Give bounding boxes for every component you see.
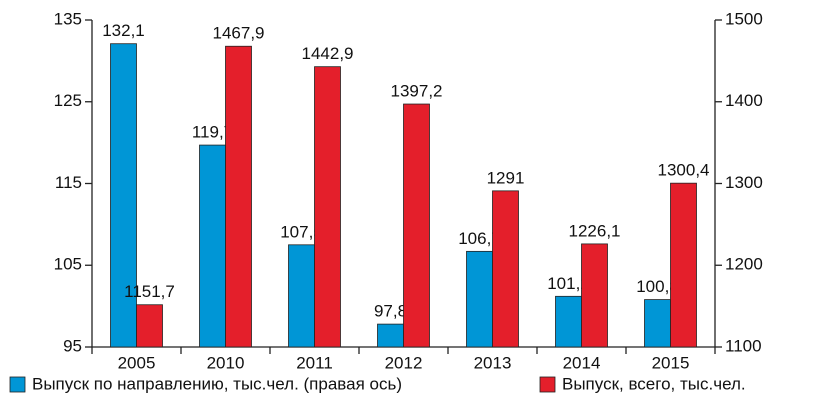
value-label: 97,8 — [374, 302, 407, 321]
value-label: 107,5 — [280, 222, 323, 241]
y2-tick-label: 1200 — [725, 255, 763, 274]
value-label: 1397,2 — [391, 82, 443, 101]
bar — [670, 182, 697, 348]
value-label: 101,2 — [547, 274, 590, 293]
y-tick-label: 125 — [54, 91, 82, 110]
value-label: 1300,4 — [658, 161, 710, 180]
x-tick-label: 2015 — [652, 353, 690, 372]
y-tick-label: 95 — [63, 336, 82, 355]
x-tick-label: 2005 — [118, 353, 156, 372]
value-label: 1442,9 — [302, 44, 354, 63]
x-tick-label: 2011 — [296, 353, 333, 372]
bar — [314, 66, 341, 348]
y2-tick-label: 1500 — [725, 9, 763, 28]
value-label: 1226,1 — [569, 221, 621, 240]
bar — [403, 103, 430, 348]
bar — [492, 190, 519, 348]
bar — [288, 244, 315, 348]
value-label: 1291 — [487, 168, 525, 187]
value-label: 1151,7 — [124, 282, 175, 301]
x-tick-label: 2012 — [385, 353, 423, 372]
y2-tick-label: 1300 — [725, 173, 763, 192]
x-tick-label: 2013 — [474, 353, 512, 372]
bar — [644, 299, 671, 348]
value-label: 132,1 — [102, 21, 145, 40]
x-tick-label: 2014 — [563, 353, 601, 372]
bar — [466, 250, 493, 348]
value-label: 1467,9 — [213, 24, 265, 43]
y-tick-label: 115 — [55, 173, 82, 192]
legend-swatch — [9, 376, 26, 393]
bar — [136, 304, 163, 348]
legend-label: Выпуск по направлению, тыс.чел. (правая … — [32, 374, 402, 393]
y-tick-label: 135 — [54, 9, 82, 28]
value-label: 106,7 — [458, 229, 501, 248]
bar — [555, 295, 582, 348]
legend-swatch — [539, 376, 556, 393]
legend-label: Выпуск, всего, тыс.чел. — [562, 374, 746, 393]
y2-tick-label: 1100 — [725, 336, 762, 355]
x-tick-label: 2010 — [207, 353, 245, 372]
y2-tick-label: 1400 — [725, 91, 763, 110]
bar — [199, 144, 226, 348]
y-tick-label: 105 — [54, 255, 82, 274]
value-label: 100,8 — [636, 277, 679, 296]
bar — [377, 323, 404, 348]
bar — [581, 243, 608, 348]
bar — [225, 45, 252, 348]
value-label: 119,7 — [192, 123, 233, 142]
bar — [110, 43, 137, 348]
